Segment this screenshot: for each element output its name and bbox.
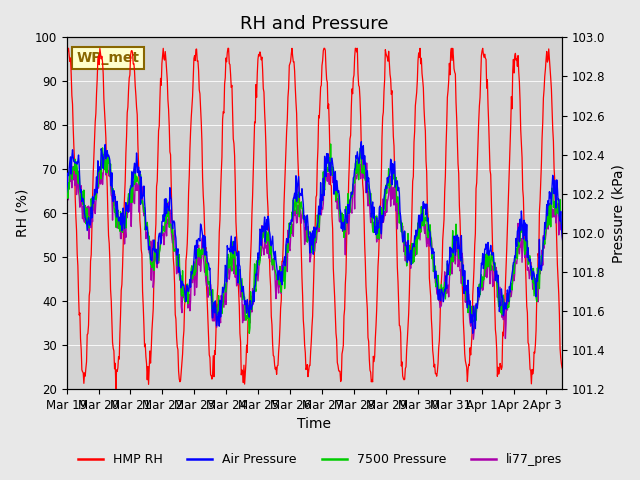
Text: WP_met: WP_met	[76, 51, 140, 65]
Title: RH and Pressure: RH and Pressure	[240, 15, 388, 33]
X-axis label: Time: Time	[298, 418, 332, 432]
Y-axis label: Pressure (kPa): Pressure (kPa)	[611, 164, 625, 263]
Y-axis label: RH (%): RH (%)	[15, 189, 29, 238]
Legend: HMP RH, Air Pressure, 7500 Pressure, li77_pres: HMP RH, Air Pressure, 7500 Pressure, li7…	[72, 448, 568, 471]
